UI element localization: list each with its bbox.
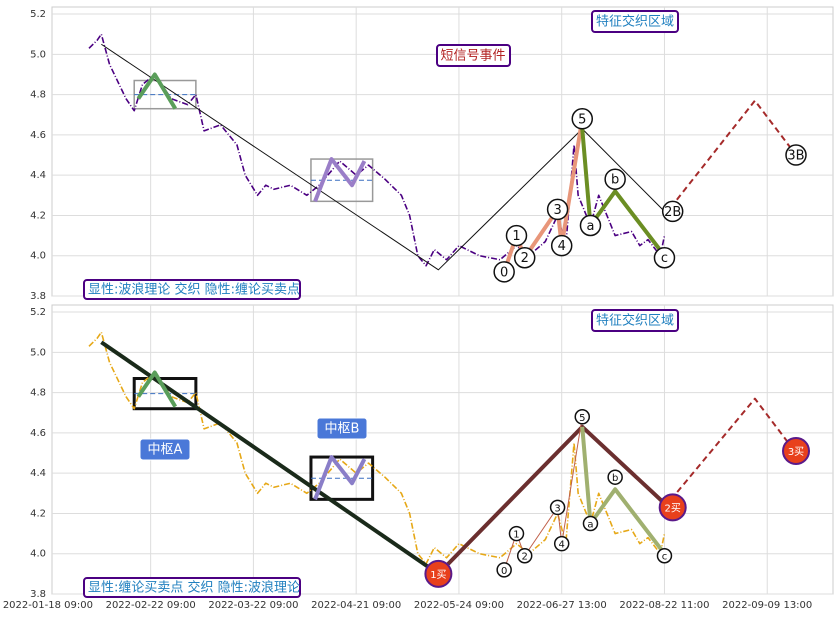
annotation: 显性:波浪理论 交织 隐性:缠论买卖点: [88, 282, 300, 298]
x-tick-label: 2022-09-09 13:00: [722, 600, 812, 611]
annotation: 特征交织区域: [596, 14, 674, 30]
point-label: 2B: [664, 205, 681, 220]
y-tick-label: 4.6: [30, 130, 46, 141]
y-tick-label: 5.0: [30, 347, 46, 358]
y-tick-label: 4.6: [30, 428, 46, 439]
wave-point: [516, 547, 533, 564]
y-tick-label: 3.8: [30, 589, 46, 600]
series-line: [580, 128, 667, 257]
wave-point: [550, 234, 573, 257]
wave-point: [574, 409, 591, 425]
wave-point: [604, 168, 626, 190]
annotation-box: [83, 577, 301, 598]
annotation-box: [83, 279, 301, 300]
y-tick-label: 4.8: [30, 90, 46, 101]
annotation-box: [591, 309, 679, 332]
series-line: [663, 397, 797, 509]
wave-point: [656, 547, 673, 564]
wave-point: [661, 200, 684, 223]
wave-point: [513, 246, 536, 269]
annotation-box: [591, 10, 679, 33]
point-label: 2买: [665, 502, 681, 514]
point-label: a: [587, 520, 593, 531]
wave-point: [424, 559, 453, 588]
point-label: 1: [513, 530, 519, 541]
series-line: [436, 424, 666, 576]
y-tick-label: 5.2: [30, 307, 46, 318]
series-line: [136, 370, 178, 408]
wave-point: [496, 562, 512, 578]
wave-point: [493, 261, 515, 283]
point-label: c: [662, 552, 668, 563]
wave-point: [546, 198, 569, 221]
point-label: 5: [578, 112, 586, 127]
series-line: [88, 331, 666, 565]
y-tick-label: 4.0: [30, 549, 46, 560]
x-tick-label: 2022-01-18 09:00: [3, 600, 93, 611]
point-label: 3: [554, 503, 560, 514]
point-label: 0: [500, 265, 508, 280]
annotation: 中枢B: [325, 422, 360, 437]
point-label: 3: [553, 203, 561, 218]
annotation: 显性:缠论买卖点 交织 隐性:波浪理论: [88, 580, 300, 596]
point-label: 1: [512, 229, 520, 244]
annotation: 短信号事件: [440, 49, 505, 64]
x-tick-label: 2022-04-21 09:00: [311, 600, 401, 611]
point-label: 2: [522, 552, 528, 563]
series-line: [136, 72, 178, 110]
point-label: a: [586, 219, 594, 234]
plot-layer: 3.84.04.24.44.64.85.05.2012345abc2B3B3.8…: [3, 6, 834, 611]
annotation: 中枢A: [148, 443, 183, 458]
y-tick-label: 4.8: [30, 388, 46, 399]
point-label: 4: [558, 239, 566, 254]
wave-point: [653, 246, 676, 269]
wave-point: [607, 469, 623, 485]
annotation-box: [139, 438, 191, 461]
x-tick-label: 2022-05-24 09:00: [414, 600, 504, 611]
point-label: b: [611, 173, 619, 188]
y-tick-label: 5.2: [30, 9, 46, 20]
annotation: 特征交织区域: [596, 313, 674, 329]
y-tick-label: 4.4: [30, 170, 46, 181]
wave-point: [785, 144, 807, 166]
series-line: [101, 43, 665, 271]
y-tick-label: 4.4: [30, 468, 46, 479]
wave-point: [505, 224, 528, 247]
series-line: [313, 157, 367, 203]
point-label: 3买: [788, 446, 804, 458]
y-tick-label: 4.0: [30, 251, 46, 262]
point-label: 5: [579, 413, 585, 424]
series-line: [88, 33, 666, 267]
point-label: c: [661, 251, 668, 266]
annotation-box: [316, 417, 368, 440]
series-line: [580, 426, 667, 555]
point-label: 1买: [430, 569, 446, 581]
x-tick-label: 2022-02-22 09:00: [106, 600, 196, 611]
x-tick-label: 2022-06-27 13:00: [517, 600, 607, 611]
wave-point: [582, 515, 599, 532]
wave-point: [508, 525, 525, 542]
point-label: 3B: [787, 149, 804, 164]
y-tick-label: 4.2: [30, 508, 46, 519]
annotation-box: [436, 44, 511, 67]
point-label: 2: [521, 251, 529, 266]
series-line: [663, 99, 797, 217]
x-tick-label: 2022-03-22 09:00: [208, 600, 298, 611]
x-tick-label: 2022-08-22 11:00: [619, 600, 709, 611]
point-label: b: [612, 473, 618, 484]
y-tick-label: 5.0: [30, 49, 46, 60]
y-tick-label: 3.8: [30, 291, 46, 302]
wave-point: [658, 493, 687, 522]
series-line: [313, 455, 367, 501]
wave-point: [782, 437, 811, 466]
wave-point: [553, 535, 570, 552]
y-tick-label: 4.2: [30, 210, 46, 221]
wave-point: [549, 499, 566, 516]
point-label: 0: [501, 566, 507, 577]
point-label: 4: [559, 540, 565, 551]
wave-point: [579, 214, 602, 237]
wave-point: [571, 108, 594, 130]
